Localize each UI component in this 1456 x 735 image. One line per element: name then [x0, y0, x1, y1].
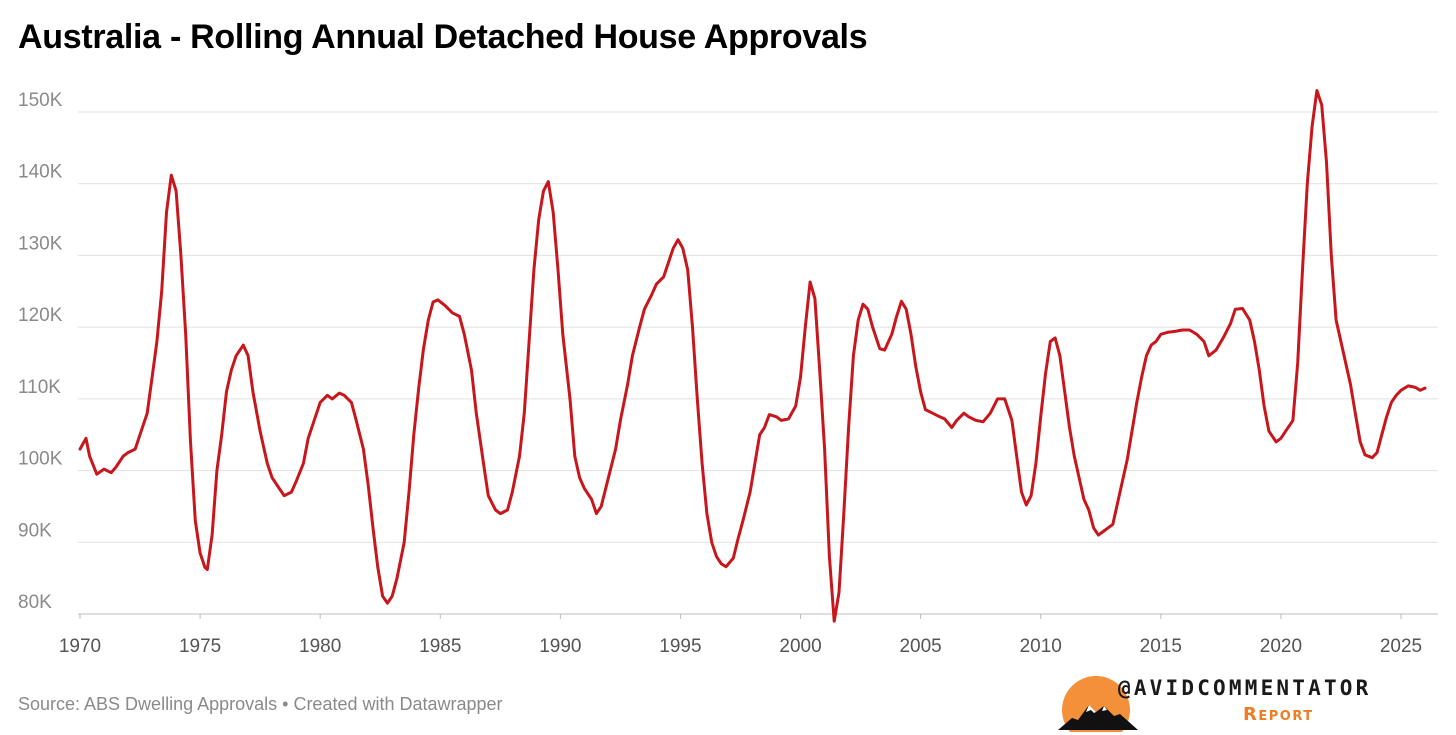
y-tick-label: 80K — [18, 592, 52, 613]
y-tick-label: 120K — [18, 305, 63, 326]
x-tick-label: 1980 — [299, 636, 341, 657]
x-tick-label: 1970 — [59, 636, 101, 657]
brand-subtitle: Report — [1243, 704, 1314, 725]
y-tick-label: 150K — [18, 90, 63, 111]
x-tick-label: 1995 — [659, 636, 701, 657]
brand-logo — [1058, 676, 1138, 732]
y-tick-label: 90K — [18, 520, 52, 541]
y-tick-label: 110K — [18, 377, 61, 398]
y-tick-label: 130K — [18, 233, 63, 254]
y-axis-ticks: 80K 90K 100K 110K 120K 130K 140K 150K — [18, 90, 63, 613]
source-note: Source: ABS Dwelling Approvals • Created… — [18, 694, 503, 714]
gridlines — [78, 111, 1438, 615]
y-tick-label: 140K — [18, 162, 63, 183]
x-tick-label: 2010 — [1020, 636, 1062, 657]
mountain-icon — [1058, 705, 1138, 730]
x-axis-ticks: 1970 1975 1980 1985 1990 1995 2000 2005 2010 2015… — [59, 614, 1422, 657]
x-tick-label: 1985 — [419, 636, 461, 657]
x-tick-label: 2015 — [1140, 636, 1182, 657]
x-tick-label: 2025 — [1380, 636, 1422, 657]
brand-handle: @AVIDCOMMENTATOR — [1118, 676, 1372, 700]
x-tick-label: 2020 — [1260, 636, 1302, 657]
x-tick-label: 2005 — [899, 636, 941, 657]
y-tick-label: 100K — [18, 449, 63, 470]
x-tick-label: 2000 — [779, 636, 821, 657]
series-layer — [78, 89, 1427, 623]
x-tick-label: 1990 — [539, 636, 581, 657]
x-tick-label: 1975 — [179, 636, 221, 657]
series-line — [78, 89, 1427, 623]
chart-title: Australia - Rolling Annual Detached Hous… — [18, 18, 868, 56]
